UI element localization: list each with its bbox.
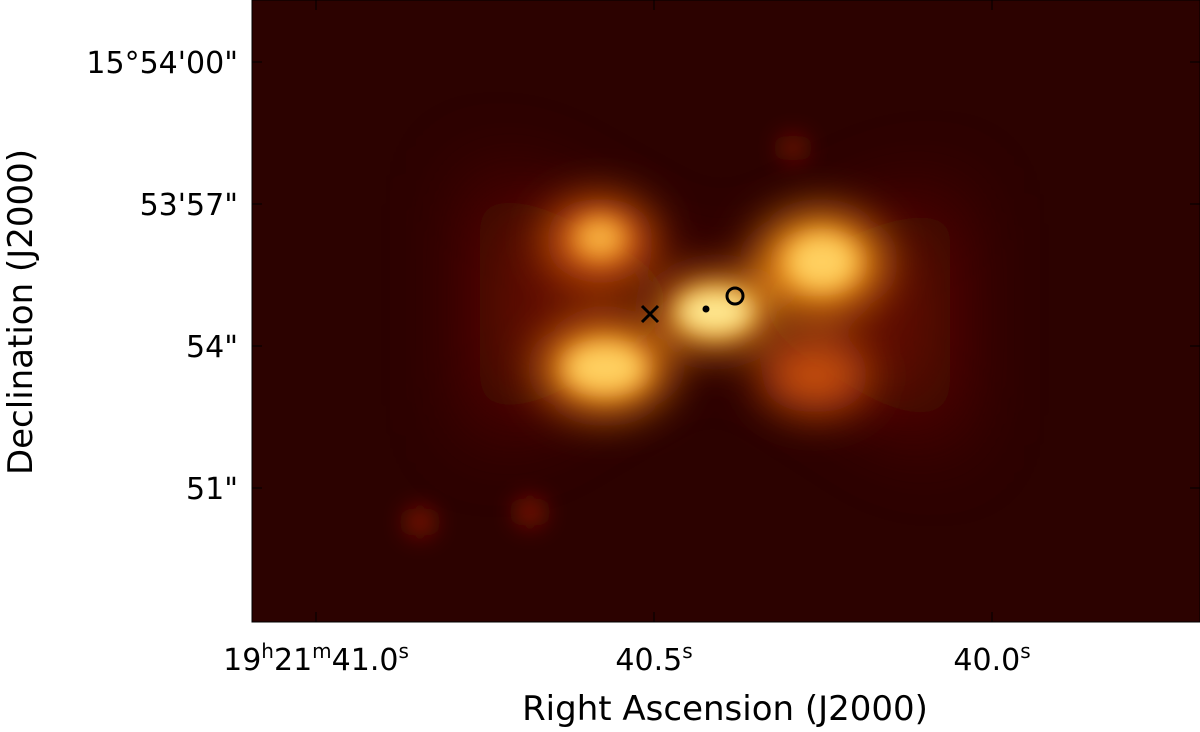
tick-text: 40.5 bbox=[615, 643, 682, 678]
y-tick-label: 53'57" bbox=[140, 188, 238, 223]
dot-marker bbox=[702, 305, 710, 313]
cross-marker bbox=[640, 304, 660, 324]
tick-text: 41.0 bbox=[332, 643, 399, 678]
y-axis-title: Declination (J2000) bbox=[1, 149, 41, 475]
x-tick-label: 19h21m41.0s bbox=[223, 639, 409, 678]
tick-superscript: s bbox=[682, 639, 692, 663]
y-tick-label: 54" bbox=[186, 330, 238, 365]
y-tick-label: 51" bbox=[186, 472, 238, 507]
tick-text: 40.0 bbox=[953, 643, 1020, 678]
tick-text: 19 bbox=[223, 643, 261, 678]
plot-frame bbox=[251, 0, 1200, 623]
tick-superscript: s bbox=[398, 639, 408, 663]
sky-image bbox=[252, 0, 1200, 622]
tick-superscript: h bbox=[261, 639, 274, 663]
tick-text: 21 bbox=[274, 643, 312, 678]
tick-superscript: m bbox=[312, 639, 331, 663]
x-axis-title: Right Ascension (J2000) bbox=[522, 689, 928, 729]
x-tick-label: 40.5s bbox=[615, 639, 692, 678]
markers bbox=[640, 286, 745, 324]
tick-superscript: s bbox=[1020, 639, 1030, 663]
x-tick-label: 40.0s bbox=[953, 639, 1030, 678]
circle-marker bbox=[725, 286, 745, 306]
y-tick-label: 15°54'00" bbox=[86, 46, 238, 81]
